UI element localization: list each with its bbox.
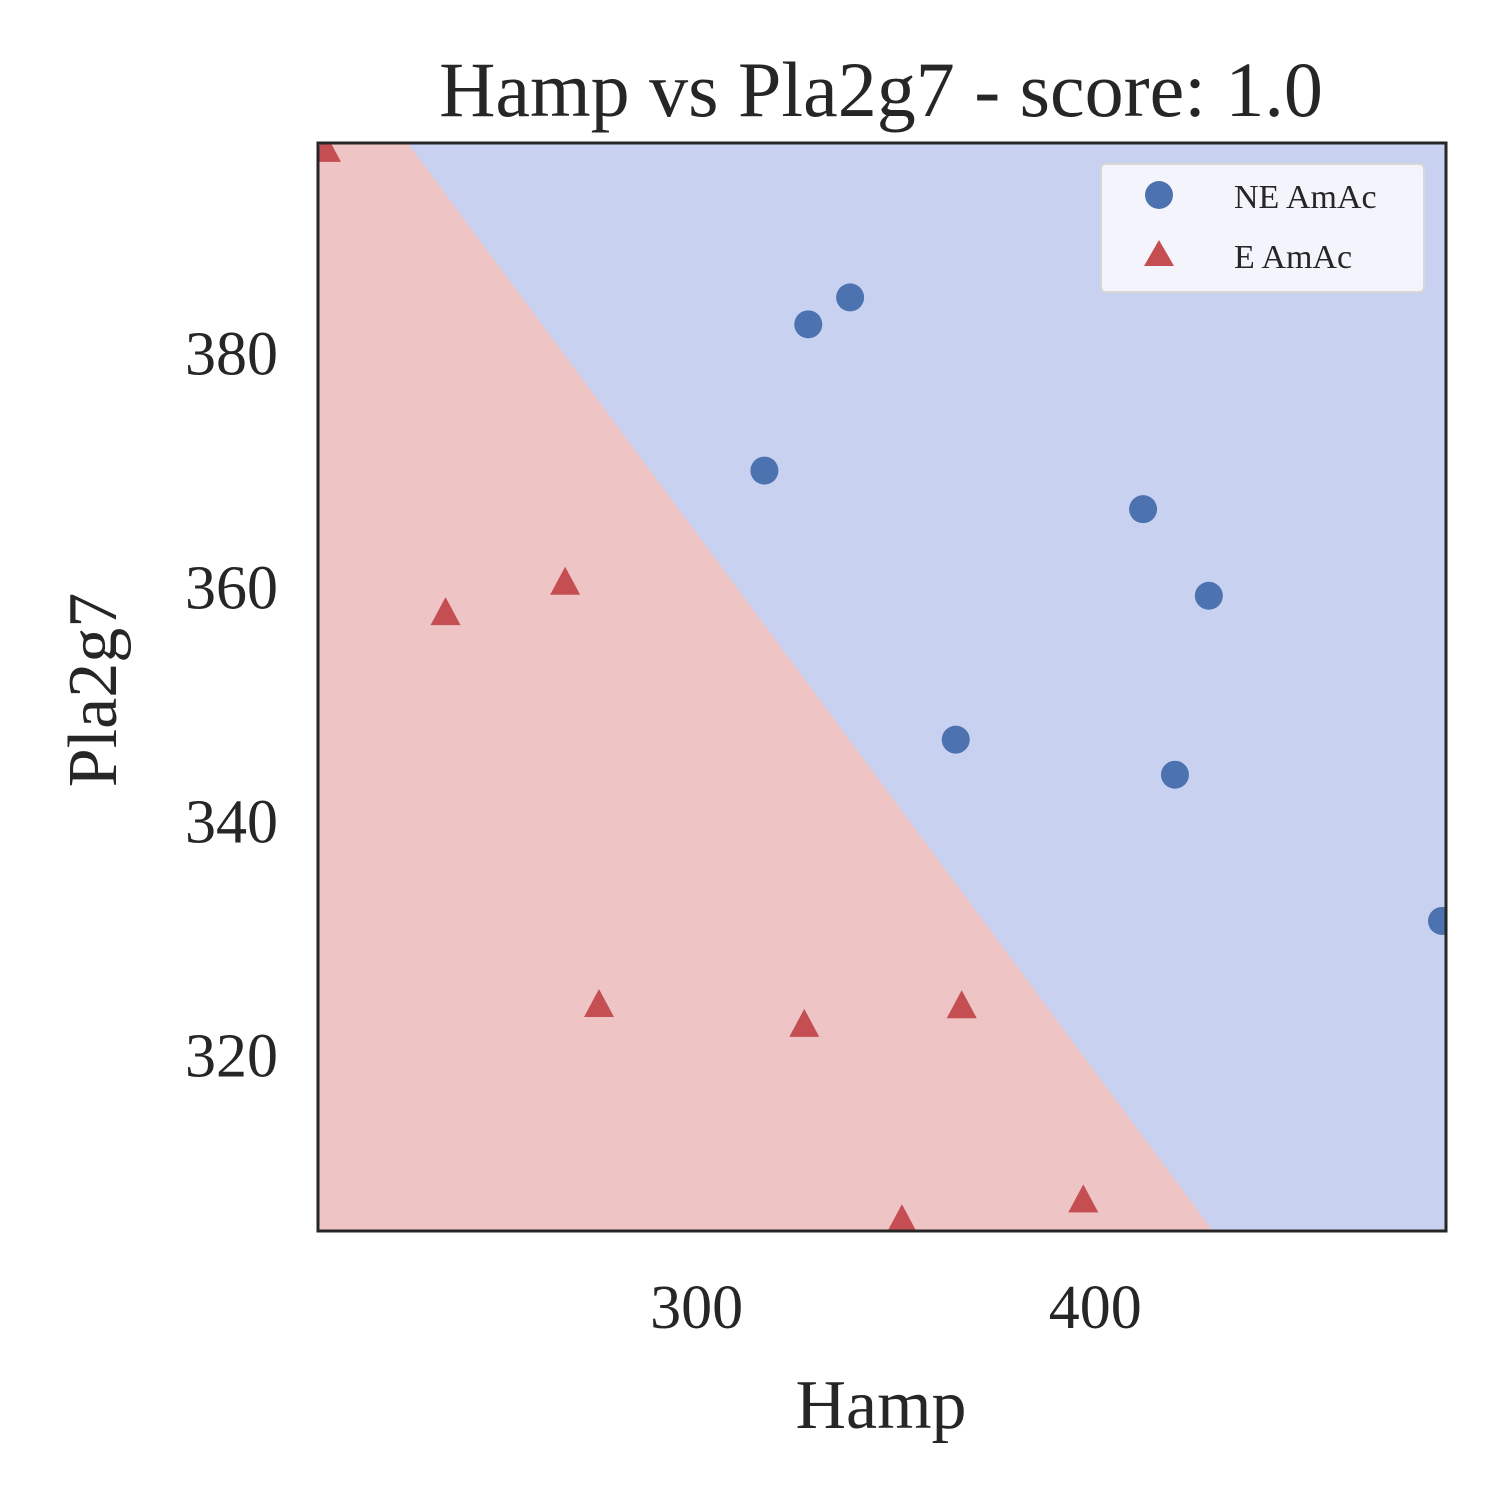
x-tick-label: 400 (1049, 1274, 1142, 1342)
decision-region-e-amac (318, 143, 1213, 1231)
x-axis-label: Hamp (795, 1367, 966, 1444)
data-point-e-amac (550, 566, 581, 595)
data-point-ne-amac (836, 283, 865, 312)
legend-marker-ne-amac (1145, 181, 1173, 209)
chart-title: Hamp vs Pla2g7 - score: 1.0 (439, 46, 1323, 133)
tick-labels: 300 400 320 340 360 380 (185, 321, 1142, 1342)
y-axis-label: Pla2g7 (55, 593, 132, 787)
legend-label-ne-amac: NE AmAc (1234, 179, 1377, 216)
data-point-ne-amac (1194, 581, 1223, 610)
data-point-ne-amac (794, 310, 823, 339)
data-point-e-amac (887, 1204, 917, 1231)
legend-box (1100, 163, 1425, 293)
data-point-e-amac (430, 597, 461, 626)
legend-label-e-amac: E AmAc (1234, 239, 1352, 276)
legend: NE AmAc E AmAc (1100, 163, 1425, 293)
y-tick-label: 340 (185, 789, 278, 857)
plot-frame (316, 141, 1448, 1233)
data-point-ne-amac (1129, 495, 1158, 524)
data-point-ne-amac (1160, 760, 1189, 789)
y-tick-label: 360 (185, 555, 278, 623)
data-point-e-amac (584, 989, 615, 1018)
x-tick-label: 300 (650, 1274, 743, 1342)
data-point-e-amac (946, 990, 977, 1019)
plot-area (318, 143, 1446, 1231)
data-point-e-amac (789, 1008, 820, 1037)
y-tick-label: 380 (185, 321, 278, 389)
data-point-ne-amac (1428, 906, 1446, 935)
data-point-e-amac (318, 143, 341, 162)
data-point-e-amac (1068, 1184, 1099, 1213)
data-point-ne-amac (750, 456, 779, 485)
y-tick-label: 320 (185, 1023, 278, 1091)
legend-marker-e-amac (1144, 240, 1174, 266)
data-point-ne-amac (941, 725, 970, 754)
